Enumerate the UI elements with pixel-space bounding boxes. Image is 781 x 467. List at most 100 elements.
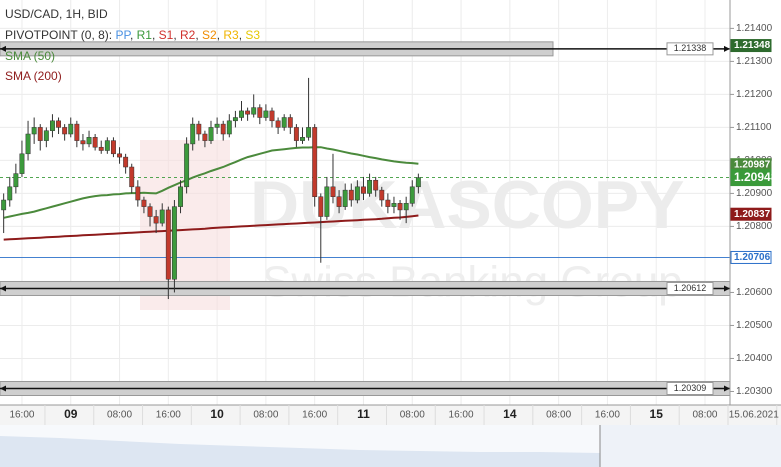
candle-body bbox=[196, 123, 202, 135]
price-marker bbox=[730, 169, 772, 187]
price-marker-label: 1.20837 bbox=[734, 209, 771, 220]
time-axis bbox=[0, 405, 781, 425]
candle-body bbox=[190, 123, 196, 145]
candle-body bbox=[330, 186, 336, 197]
y-tick-label: 1.21200 bbox=[736, 89, 773, 100]
x-tick-label: 15.06.2021 bbox=[729, 410, 779, 421]
candle-body bbox=[86, 137, 92, 145]
candle-body bbox=[281, 117, 287, 128]
candle-body bbox=[31, 127, 37, 135]
candle-body bbox=[379, 189, 385, 201]
candle-body bbox=[287, 117, 293, 128]
candle-body bbox=[342, 189, 348, 207]
legend-item: , bbox=[152, 28, 159, 42]
x-tick-label: 16:00 bbox=[595, 410, 620, 421]
candle-body bbox=[141, 199, 147, 207]
candle-body bbox=[25, 133, 31, 155]
candle-body bbox=[269, 110, 275, 122]
y-tick-label: 1.20900 bbox=[736, 188, 773, 199]
candle-body bbox=[409, 186, 415, 204]
pivot-label: 1.20612 bbox=[674, 283, 707, 293]
price-marker bbox=[730, 39, 772, 53]
x-tick-label: 11 bbox=[357, 407, 370, 421]
candle-body bbox=[300, 137, 305, 141]
plot bbox=[1, 77, 421, 300]
candle-body bbox=[117, 153, 122, 158]
candle-body bbox=[391, 203, 397, 207]
x-tick-label: 16:00 bbox=[9, 410, 34, 421]
legend-entry: SMA (50) bbox=[5, 49, 55, 63]
candle-body bbox=[239, 110, 244, 118]
y-tick-label: 1.20300 bbox=[736, 386, 773, 397]
legend-item: , bbox=[239, 28, 246, 42]
candle-body bbox=[184, 143, 190, 188]
x-tick-label: 15 bbox=[650, 407, 664, 421]
candle-body bbox=[135, 186, 141, 201]
candle-body bbox=[257, 107, 263, 118]
y-tick-label: 1.21300 bbox=[736, 56, 773, 67]
legend-item: R2 bbox=[180, 28, 196, 42]
candle-body bbox=[251, 107, 257, 115]
price-marker-label: 1.20987 bbox=[734, 159, 771, 170]
x-tick-label: 08:00 bbox=[107, 410, 132, 421]
candle-body bbox=[74, 123, 80, 141]
legend-item: , bbox=[217, 28, 224, 42]
candle-body bbox=[178, 186, 183, 207]
navigator bbox=[0, 425, 781, 467]
candle-body bbox=[37, 127, 43, 141]
candle-body bbox=[361, 186, 366, 194]
candle-body bbox=[214, 123, 220, 128]
candle-body bbox=[7, 186, 13, 201]
x-tick-label: 09 bbox=[64, 407, 78, 421]
x-tick-label: 08:00 bbox=[400, 410, 425, 421]
candle-body bbox=[123, 156, 129, 168]
pivot-label: 1.20309 bbox=[674, 383, 707, 393]
pivot-label-box bbox=[666, 42, 714, 56]
navigator-area bbox=[0, 436, 600, 467]
x-tick-label: 16:00 bbox=[449, 410, 474, 421]
candle-body bbox=[159, 209, 165, 224]
candle-body bbox=[403, 203, 409, 211]
candle-body bbox=[348, 189, 354, 201]
candle-body bbox=[312, 127, 318, 197]
x-tick-label: 08:00 bbox=[546, 410, 571, 421]
candle-body bbox=[1, 199, 7, 211]
candle-body bbox=[129, 166, 135, 188]
candle-body bbox=[165, 209, 171, 280]
candle-body bbox=[336, 196, 342, 207]
candle-body bbox=[232, 117, 238, 122]
sma-line bbox=[3, 146, 419, 219]
price-marker bbox=[730, 250, 772, 264]
legend-item: S1 bbox=[159, 28, 174, 42]
candle-body bbox=[171, 206, 177, 280]
x-tick-label: 16:00 bbox=[302, 410, 327, 421]
candle-body bbox=[92, 137, 98, 148]
x-tick-label: 08:00 bbox=[692, 410, 717, 421]
candle-body bbox=[110, 140, 116, 155]
x-tick-label: 08:00 bbox=[253, 410, 278, 421]
indicator-legend: PIVOTPOINT (0, 8): PP, R1, S1, R2, S2, R… bbox=[5, 28, 260, 42]
candle-body bbox=[306, 127, 312, 138]
y-tick-label: 1.20400 bbox=[736, 353, 773, 364]
y-tick-label: 1.20800 bbox=[736, 221, 773, 232]
candle-body bbox=[415, 177, 421, 188]
pivot-label: 1.21338 bbox=[674, 43, 707, 53]
candle-body bbox=[202, 133, 208, 141]
candle-body bbox=[208, 127, 214, 141]
y-tick-label: 1.21400 bbox=[736, 23, 773, 34]
candle-body bbox=[147, 206, 153, 217]
price-marker-label: 1.20948 bbox=[734, 170, 778, 184]
candle-body bbox=[226, 120, 232, 135]
candle-body bbox=[245, 110, 251, 115]
x-tick-label: 16:00 bbox=[156, 410, 181, 421]
chart-title: USD/CAD, 1H, BID bbox=[5, 7, 108, 21]
price-marker-label: 1.21348 bbox=[734, 40, 771, 51]
legend-item: , bbox=[130, 28, 137, 42]
candle-body bbox=[80, 140, 86, 145]
candle-body bbox=[220, 123, 226, 135]
candle-body bbox=[318, 196, 324, 217]
candle-body bbox=[104, 140, 110, 151]
legend-item: R1 bbox=[137, 28, 153, 42]
candle-body bbox=[98, 146, 104, 151]
